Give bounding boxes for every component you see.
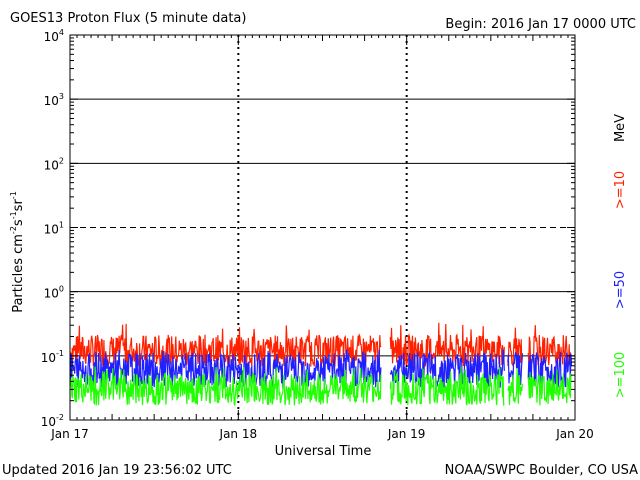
x-tick-label: Jan 17 — [50, 427, 89, 441]
y-axis-label: Particles cm-2s-1sr-1 — [9, 191, 26, 313]
axes-layer: 10-2 10-1 100 101 102 103 104 Jan 17 Jan 18 Jan 1… — [41, 28, 594, 441]
x-tick-label: Jan 18 — [219, 427, 258, 441]
chart-title: GOES13 Proton Flux (5 minute data) — [10, 11, 246, 26]
series-line-3 — [69, 366, 572, 407]
y-tick-label: 102 — [44, 156, 64, 172]
y-tick-label: 10-2 — [41, 413, 64, 429]
begin-date: Begin: 2016 Jan 17 0000 UTC — [445, 17, 636, 32]
y-tick-label: 100 — [44, 285, 64, 301]
legend-entry: >=100 — [613, 352, 628, 399]
x-tick-label: Jan 19 — [387, 427, 426, 441]
y-tick-label: 103 — [44, 92, 64, 108]
legend: >=10 >=50 >=100 MeV — [613, 114, 628, 398]
x-tick-label: Jan 20 — [555, 427, 594, 441]
legend-entry: >=50 — [613, 271, 628, 309]
y-tick-label: 104 — [44, 28, 64, 44]
series-layer — [69, 322, 573, 407]
credit-text: NOAA/SWPC Boulder, CO USA — [445, 463, 638, 478]
x-axis-label: Universal Time — [275, 444, 372, 459]
legend-unit: MeV — [613, 114, 628, 142]
y-tick-label: 10-1 — [41, 349, 64, 365]
y-tick-label: 101 — [44, 221, 64, 237]
legend-entry: >=10 — [613, 171, 628, 209]
updated-timestamp: Updated 2016 Jan 19 23:56:02 UTC — [2, 463, 232, 478]
